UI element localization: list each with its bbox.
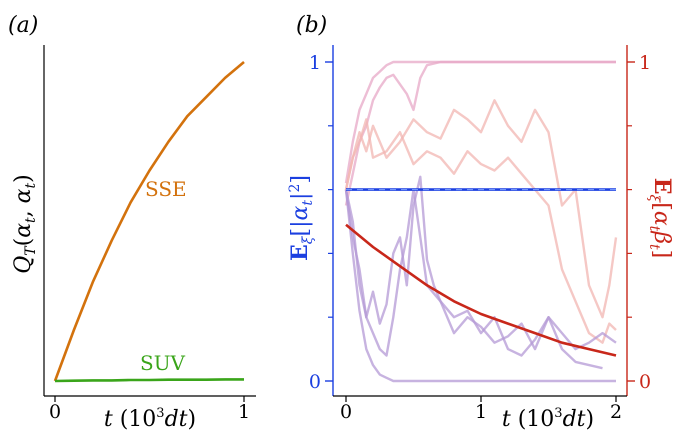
pink-trajectory-2	[344, 99, 618, 319]
panel-a-y-axis-title: QT(αt, αt)	[11, 174, 39, 274]
panel-b-xtick-0: 0	[340, 401, 352, 423]
purple-trajectory-1	[344, 175, 603, 370]
panel-b-right-axis-title: Eξ[αtβt]	[646, 178, 675, 259]
suv-annotation: SUV	[140, 351, 186, 375]
panel-b-xtick-1: 1	[475, 401, 487, 423]
panel-b-left-axis-title: Eξ[|αt|2]	[287, 175, 316, 261]
panel-b-xtick-2: 2	[610, 401, 622, 423]
panel-b-left-ytick-0: 0	[309, 371, 321, 393]
panel-b-right-ytick-0: 0	[639, 371, 651, 393]
panel-a-marks	[53, 61, 245, 402]
mean-alpha-beta-line	[345, 223, 617, 357]
panel-a-label: (a)	[8, 13, 38, 38]
panel-b-right-ytick-1: 1	[639, 52, 651, 74]
panel-b-ticks	[325, 61, 635, 402]
suv-line	[54, 378, 244, 383]
panel-a-xtick-1: 1	[238, 401, 250, 423]
panel-a-xtick-0: 0	[49, 401, 61, 423]
panel-b: (b) 1 0 1 0 0 1 2 t (103dt) Eξ[|αt|2] Eξ…	[287, 13, 675, 432]
panel-b-marks	[345, 188, 617, 357]
purple-trajectory-2	[344, 188, 617, 357]
panel-b-x-axis-title: t (103dt)	[502, 406, 594, 432]
panel-b-trajectories	[344, 60, 618, 383]
purple-trajectory-0	[344, 189, 616, 383]
sse-line	[53, 61, 245, 382]
panel-b-left-ytick-1: 1	[309, 52, 321, 74]
sse-annotation: SSE	[145, 177, 187, 201]
pink-trajectory-1	[344, 60, 616, 206]
pink-trajectory-3	[344, 118, 617, 344]
panel-a: (a) 0 1 t (103dt) QT(αt, αt) SSE SUV	[8, 13, 256, 432]
panel-b-label: (b)	[296, 13, 327, 38]
panel-a-x-axis-title: t (103dt)	[104, 406, 196, 432]
